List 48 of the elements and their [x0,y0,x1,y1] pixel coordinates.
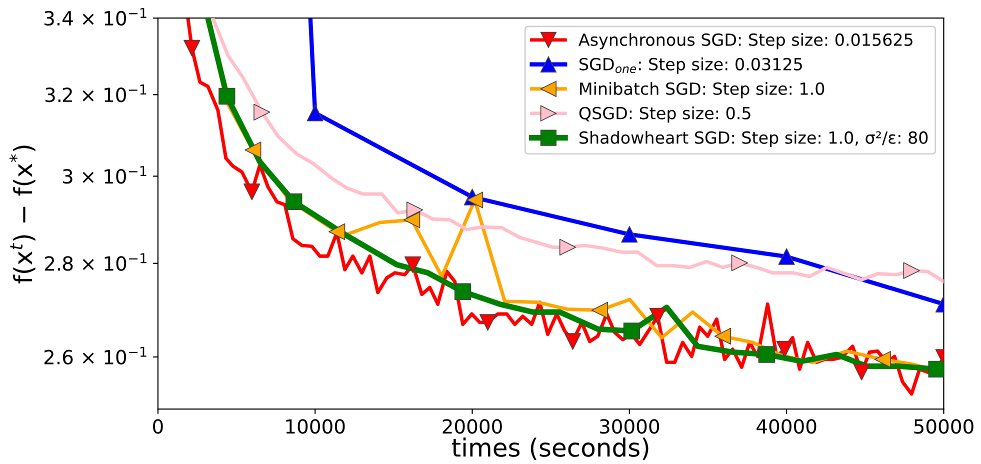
point [714,328,732,345]
legend-label: Asynchronous SGD: Step size: 0.015625 [578,33,912,50]
legend-label: SGD$_{one}$: Step size: 0.03125 [580,58,802,74]
point [928,360,944,378]
y-axis-title: f(x$^{t}$) − f(x$^{*}$) [10,146,36,284]
x-tick-label: 0 [153,419,163,434]
y-tick-label: 3.2 × 10$^{−1}$ [45,84,146,102]
point [564,333,582,350]
point [406,202,424,218]
point [559,238,576,256]
point [778,248,795,265]
point [306,104,324,122]
y-tick-label: 3 × 10$^{−1}$ [62,166,146,184]
point [454,283,472,300]
point [244,142,262,158]
x-tick-label: 40000 [756,419,816,434]
x-axis-title: times (seconds) [452,438,648,460]
x-tick-label: 20000 [442,419,502,434]
point [254,104,270,120]
point [853,364,870,380]
point [623,322,640,340]
legend-label: Minibatch SGD: Step size: 1.0 [580,82,824,98]
point [244,184,260,200]
line-series [211,18,944,284]
x-tick-label: 30000 [600,419,660,434]
point [218,88,236,105]
point [903,262,920,279]
point [591,302,608,319]
y-tick-label: 2.8 × 10$^{−1}$ [45,253,146,271]
point [286,193,302,210]
x-tick-label: 10000 [286,419,345,434]
point [404,256,422,274]
point [758,346,775,363]
point [874,351,891,368]
point [466,192,484,208]
point [776,340,793,358]
point [479,314,496,331]
legend-label: Shadowheart SGD: Step size: 1.0, σ²/ε: 80 [580,130,928,148]
legend-label: QSGD: Step size: 0.5 [579,106,750,123]
point [649,308,666,325]
point [731,254,748,272]
point [184,40,200,57]
point [403,212,420,228]
point [621,226,638,243]
y-tick-label: 3.4 × 10$^{−1}$ [44,8,146,26]
x-tick-label: 50000 [914,419,974,434]
point [328,223,346,240]
y-tick-label: 2.6 × 10$^{−1}$ [44,346,146,364]
